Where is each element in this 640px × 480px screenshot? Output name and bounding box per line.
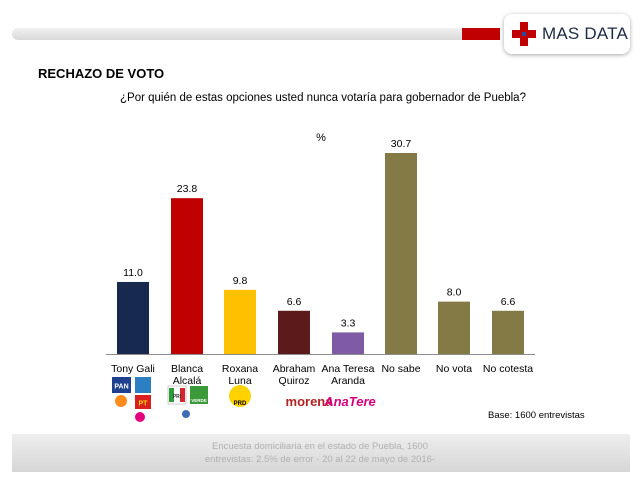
category-label: Abraham Quiroz [273, 363, 316, 387]
pan-logo [112, 377, 131, 393]
svg-text:VERDE: VERDE [191, 398, 207, 403]
data-label: 8.0 [447, 287, 462, 299]
category-label: Roxana Luna [222, 363, 258, 387]
category-label: No vota [436, 363, 472, 375]
base-note: Base: 1600 entrevistas [488, 410, 585, 421]
data-label: 11.0 [123, 267, 143, 279]
category-label: No cotesta [483, 363, 533, 375]
anatere-logo: AnaTere [323, 394, 376, 409]
verde-logo [190, 386, 208, 404]
bar [492, 310, 524, 354]
bar [224, 289, 256, 354]
category-label: Tony Gali [111, 363, 155, 375]
tony-gali-party-logos: PAN PT [112, 377, 151, 422]
section-title: RECHAZO DE VOTO [38, 66, 165, 81]
cross-icon [512, 22, 536, 46]
local-party-logo-2 [135, 412, 145, 422]
svg-text:PRD: PRD [234, 401, 247, 407]
category-label: Blanca Alcalá [171, 363, 203, 387]
unit-label: % [316, 132, 326, 144]
nueva-alianza-logo [182, 410, 190, 418]
footer-note: Encuesta domiciliaria en el estado de Pu… [150, 440, 490, 466]
footer-band [12, 434, 630, 472]
secondary-party-logo [135, 377, 151, 393]
bar [171, 198, 203, 354]
data-label: 9.8 [233, 275, 248, 287]
bar [117, 281, 149, 354]
bar [332, 332, 364, 354]
category-label: Ana Teresa Aranda [322, 363, 375, 387]
data-label: 6.6 [501, 296, 516, 308]
morena-logo: morena [286, 394, 334, 409]
pt-logo [135, 395, 151, 409]
brand-name: MAS DATA [542, 24, 628, 43]
bar-chart: % 11.0 Tony Gali 23.8 Blanca Alcalá 9.8 Roxana… [106, 132, 535, 422]
category-label: No sabe [381, 363, 420, 375]
prd-logo: PRD [229, 385, 251, 407]
data-label: 30.7 [391, 138, 412, 150]
header-accent [462, 28, 500, 40]
footer-line-2: entrevistas: 2.5% de error - 20 al 22 de… [204, 454, 436, 465]
bar [278, 310, 310, 354]
data-label: 6.6 [287, 296, 302, 308]
data-label: 3.3 [341, 317, 356, 329]
chart-question: ¿Por quién de estas opciones usted nunca… [120, 92, 526, 104]
header-bar [12, 28, 500, 40]
local-party-logo [115, 395, 127, 407]
svg-text:PT: PT [139, 401, 149, 408]
svg-text:PAN: PAN [114, 384, 128, 391]
data-label: 23.8 [177, 183, 198, 195]
bar [438, 301, 470, 354]
brand-logo: MAS DATA [504, 14, 630, 54]
bar [385, 153, 417, 354]
footer-line-1: Encuesta domiciliaria en el estado de Pu… [211, 441, 428, 452]
blanca-alcala-party-logos: PRI VERDE [167, 385, 208, 418]
svg-text:PRI: PRI [173, 394, 182, 400]
